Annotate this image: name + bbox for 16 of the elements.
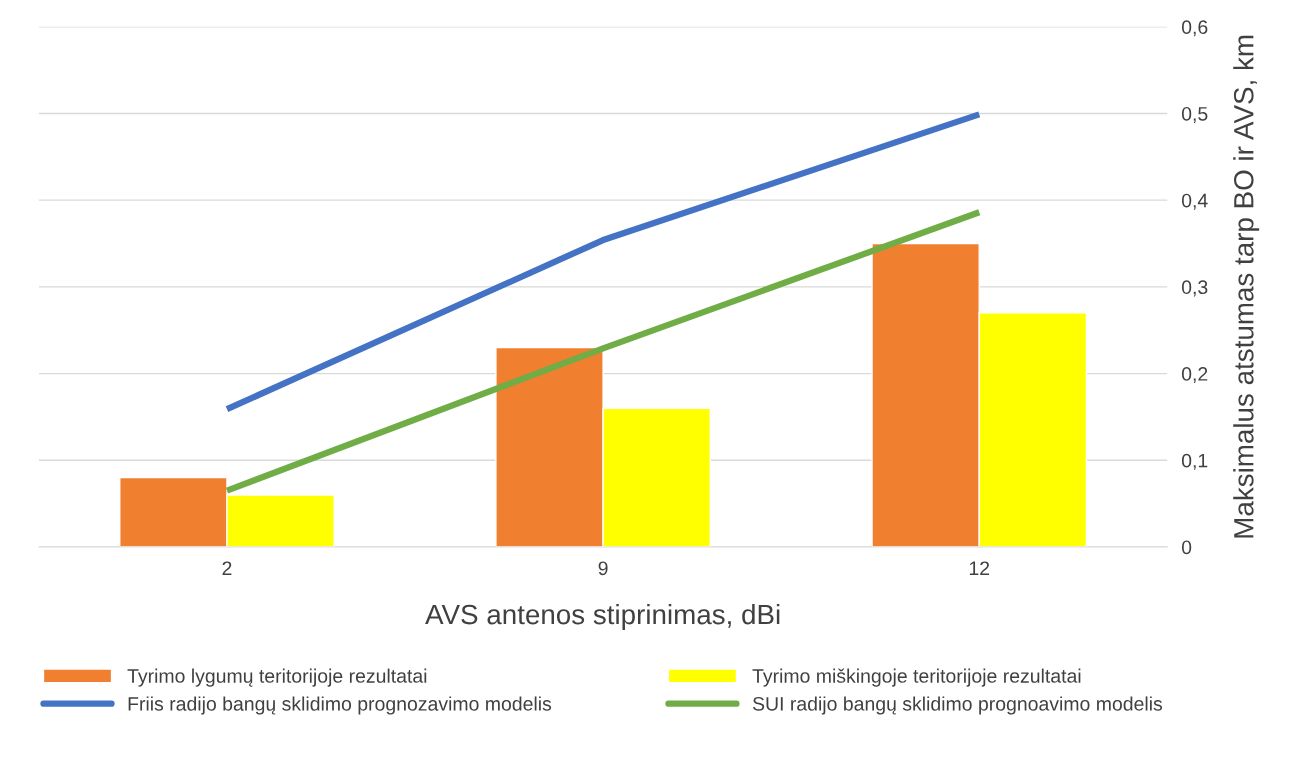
legend-label: Tyrimo miškingoje teritorijoje rezultatai bbox=[752, 668, 1081, 687]
y-tick-label: 0,5 bbox=[1181, 106, 1208, 124]
y-axis-title: Maksimalus atstumas tarp BO ir AVS, km bbox=[1233, 35, 1260, 538]
y-tick-label: 0,1 bbox=[1181, 453, 1208, 470]
legend-label: Friis radijo bangų sklidimo prognozavimo modelis bbox=[128, 696, 552, 715]
y-tick-label: 0,2 bbox=[1181, 367, 1208, 384]
y-tick-label: 0 bbox=[1181, 540, 1192, 555]
x-tick-label: 12 bbox=[969, 561, 990, 575]
x-axis-title: AVS antenos stiprinimas, dBi bbox=[425, 603, 780, 630]
x-tick-label: 2 bbox=[222, 561, 232, 575]
legend-label: SUI radijo bangų sklidimo prognoavimo modelis bbox=[752, 696, 1163, 715]
x-tick-label: 9 bbox=[598, 561, 608, 576]
y-tick-label: 0,6 bbox=[1181, 20, 1208, 37]
y-tick-label: 0,3 bbox=[1181, 280, 1208, 297]
y-tick-label: 0,4 bbox=[1181, 193, 1208, 210]
legend-label: Tyrimo lygumų teritorijoje rezultatai bbox=[127, 668, 427, 687]
